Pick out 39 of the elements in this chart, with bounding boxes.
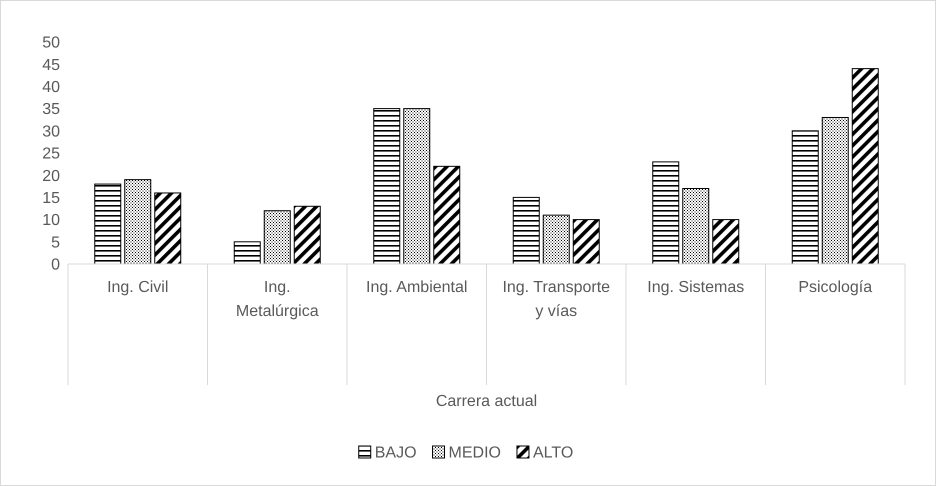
y-tick-label: 35 xyxy=(42,101,60,118)
x-tick-label: Ing. Ambiental xyxy=(366,279,468,296)
bar xyxy=(124,179,152,264)
x-tick-label: Ing. Civil xyxy=(107,279,168,296)
y-tick-label: 30 xyxy=(42,123,60,140)
legend-label: ALTO xyxy=(532,444,574,462)
bar xyxy=(433,166,460,264)
bar xyxy=(542,214,570,264)
y-tick-label: 15 xyxy=(42,190,60,207)
legend-label: BAJO xyxy=(374,444,417,462)
bar xyxy=(822,116,849,264)
y-tick-label: 40 xyxy=(42,79,60,96)
bar xyxy=(512,196,540,264)
y-tick-label: 25 xyxy=(42,146,60,163)
bar xyxy=(682,188,710,264)
x-tick-label: Ing. Sistemas xyxy=(647,279,744,296)
y-tick-label: 20 xyxy=(42,168,60,185)
bar xyxy=(234,241,261,264)
legend-label: MEDIO xyxy=(448,444,501,462)
bar xyxy=(712,219,740,264)
y-tick-label: 10 xyxy=(42,212,60,230)
bar xyxy=(852,68,879,264)
bar xyxy=(94,184,122,264)
y-tick-label: 45 xyxy=(42,56,60,74)
bar xyxy=(572,219,600,264)
x-tick-label: Ing. Transporte y vías xyxy=(502,279,610,320)
bar xyxy=(792,130,819,264)
x-axis-title: Carrera actual xyxy=(436,393,538,410)
y-tick-label: 5 xyxy=(51,234,60,252)
bar xyxy=(373,108,400,264)
x-tick-label: Ing. Metalúrgica xyxy=(236,279,319,320)
bar xyxy=(403,108,430,264)
bar xyxy=(652,161,680,264)
bar xyxy=(264,210,291,264)
x-tick-label: Psicología xyxy=(798,279,872,296)
y-tick-label: 50 xyxy=(42,34,60,52)
bar xyxy=(154,192,182,264)
y-tick-label: 0 xyxy=(51,256,60,274)
bar xyxy=(294,206,321,264)
